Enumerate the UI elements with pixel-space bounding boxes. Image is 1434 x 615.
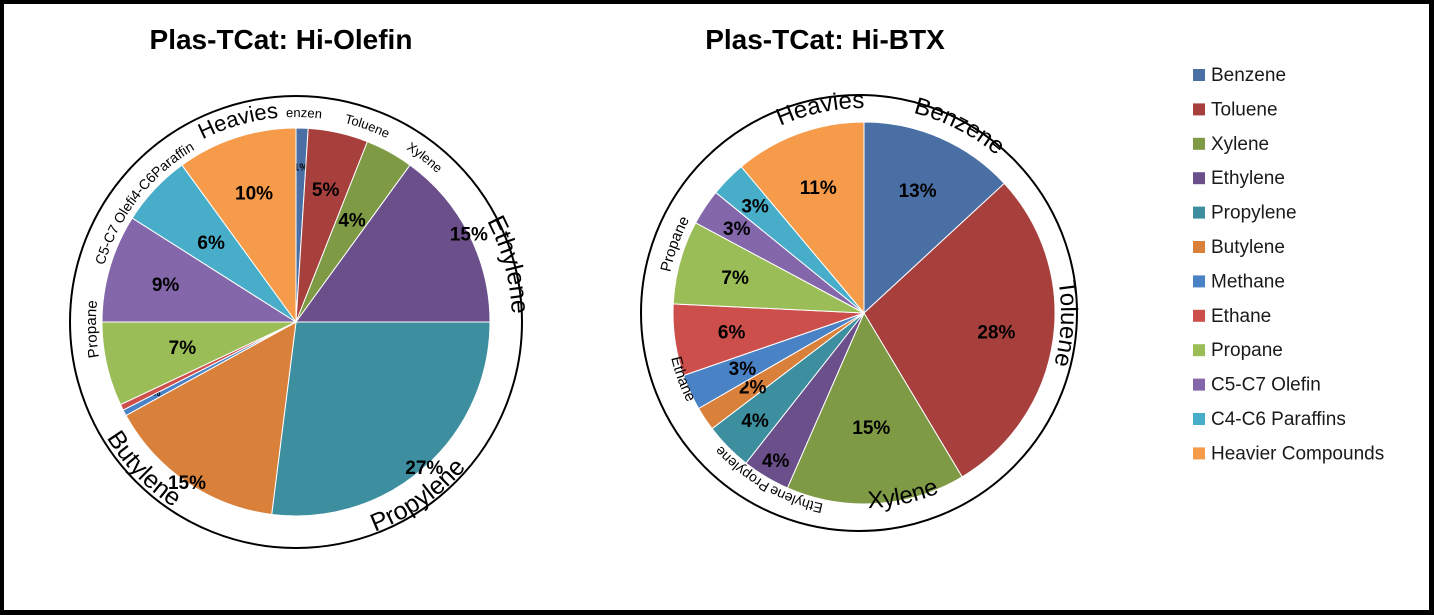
legend-swatch-butylene <box>1193 241 1205 253</box>
legend-swatch-toluene <box>1193 103 1205 116</box>
pie-hi-btx: 13%28%15%4%4%2%3%6%7%3%3%11% <box>672 121 1056 505</box>
data-label-xylene-hi-btx: 15% <box>852 418 890 439</box>
data-label-heavier-compounds-hi-olefin: 10% <box>235 183 273 204</box>
slice-c5-c7-olefin-hi-olefin <box>101 217 298 323</box>
data-label-methane-hi-btx: 3% <box>729 359 757 380</box>
data-label-c5-c7-olefin-hi-btx: 3% <box>723 219 751 240</box>
outer-ring-hi-olefin <box>69 95 523 549</box>
pie-charts-figure: Plas-TCat: Hi-Olefin Plas-TCat: Hi-BTX 1… <box>0 0 1384 549</box>
data-label-toluene-hi-olefin: 5% <box>312 180 340 201</box>
data-label-c4-c6-paraffins-hi-btx: 3% <box>741 196 769 217</box>
slice-butylene-hi-olefin <box>125 321 297 516</box>
legend-label-heavier-compounds: Heavier Compounds <box>1211 443 1384 464</box>
chart-title-hi-olefin: Plas-TCat: Hi-Olefin <box>150 24 413 55</box>
outer-label-ethylene-hi-olefin: Ethylene <box>482 211 534 314</box>
legend-label-butylene: Butylene <box>1211 237 1285 258</box>
data-label-butylene-hi-olefin: 15% <box>168 473 206 494</box>
legend: Benzene Toluene Xylene Ethylene Propylene But… <box>1193 65 1384 464</box>
data-label-c5-c7-olefin-hi-olefin: 9% <box>152 275 180 296</box>
legend-swatch-methane <box>1193 275 1205 288</box>
legend-swatch-c5-c7-olefin <box>1193 378 1205 391</box>
legend-swatch-ethylene <box>1193 172 1205 185</box>
legend-swatch-ethane <box>1193 309 1205 322</box>
legend-swatch-xylene <box>1193 137 1205 150</box>
legend-label-c4-c6-paraffins: C4-C6 Paraffins <box>1211 409 1346 430</box>
slice-benzene-hi-btx <box>863 121 1006 315</box>
pie-hi-olefin: 1%5%4%15%27%15%1%0%7%9%6%10% <box>101 127 491 517</box>
data-label-propylene-hi-olefin: 27% <box>405 458 443 479</box>
legend-label-ethane: Ethane <box>1211 306 1271 327</box>
legend-label-toluene: Toluene <box>1211 99 1278 120</box>
slice-ethylene-hi-olefin <box>295 164 491 323</box>
data-label-c4-c6-paraffins-hi-olefin: 6% <box>197 233 225 254</box>
slice-xylene-hi-btx <box>786 311 963 505</box>
legend-label-methane: Methane <box>1211 271 1285 292</box>
slice-propylene-hi-olefin <box>271 321 491 517</box>
data-label-propylene-hi-btx: 4% <box>741 411 769 432</box>
data-label-ethylene-hi-olefin: 15% <box>450 225 488 246</box>
slice-heavier-compounds-hi-btx <box>740 121 865 315</box>
chart-title-hi-btx: Plas-TCat: Hi-BTX <box>705 24 945 55</box>
legend-label-propylene: Propylene <box>1211 203 1297 224</box>
legend-label-ethylene: Ethylene <box>1211 168 1285 189</box>
outer-label-c5-c7-olefin-hi-olefin: C5-C7 Olefin <box>4 4 139 266</box>
legend-swatch-heavier-compounds <box>1193 447 1205 460</box>
legend-label-xylene: Xylene <box>1211 134 1269 155</box>
data-label-benzene-hi-btx: 13% <box>899 181 937 202</box>
data-label-xylene-hi-olefin: 4% <box>338 211 366 232</box>
legend-swatch-propane <box>1193 344 1205 357</box>
outer-ring-hi-btx <box>640 94 1078 532</box>
legend-label-c5-c7-olefin: C5-C7 Olefin <box>1211 375 1321 396</box>
data-label-propane-hi-olefin: 7% <box>169 338 197 359</box>
legend-label-benzene: Benzene <box>1211 65 1286 86</box>
data-label-heavier-compounds-hi-btx: 11% <box>800 178 837 199</box>
data-label-toluene-hi-btx: 28% <box>977 323 1015 344</box>
data-label-ethylene-hi-btx: 4% <box>762 451 790 472</box>
data-label-benzene-hi-olefin: 1% <box>294 162 309 173</box>
legend-swatch-c4-c6-paraffins <box>1193 413 1205 425</box>
data-label-propane-hi-btx: 7% <box>721 268 749 289</box>
data-label-butylene-hi-btx: 2% <box>739 378 767 399</box>
data-label-ethane-hi-btx: 6% <box>718 323 746 344</box>
legend-label-propane: Propane <box>1211 340 1283 361</box>
legend-swatch-benzene <box>1193 69 1205 81</box>
slice-toluene-hi-btx <box>863 182 1056 478</box>
outer-label-propane-hi-olefin: Propane <box>83 300 103 360</box>
slice-heavier-compounds-hi-olefin <box>181 127 297 324</box>
legend-swatch-propylene <box>1193 206 1205 219</box>
